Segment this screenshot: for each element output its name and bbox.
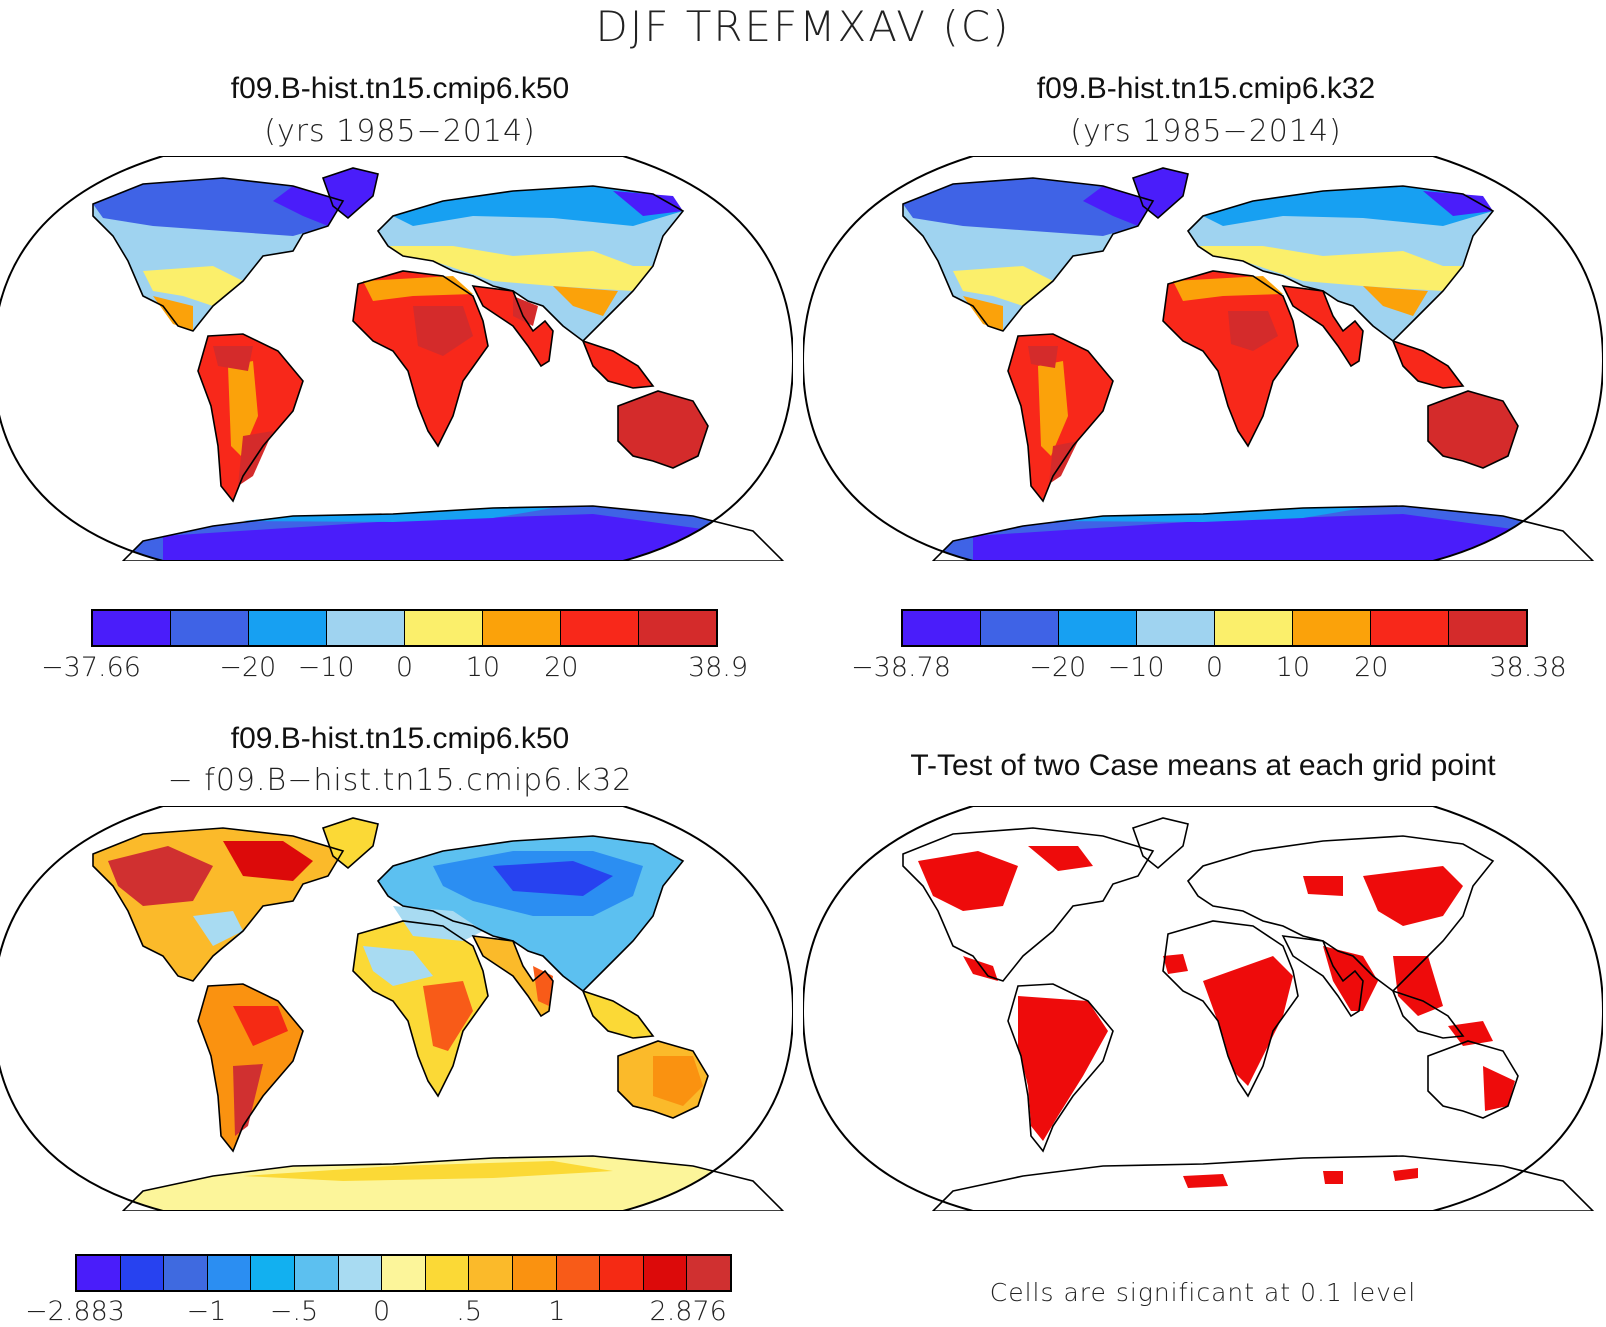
- colorbar-tick-label: −20: [1029, 652, 1087, 683]
- colorbar-cell: [425, 1256, 470, 1290]
- colorbar-cell: [1059, 611, 1137, 645]
- colorbar-top-left: [91, 609, 718, 647]
- map-bottom-left: [0, 806, 793, 1211]
- colorbar-tick-label: 10: [1275, 652, 1311, 683]
- significance-footnote: Cells are significant at 0.1 level: [989, 1278, 1417, 1307]
- map-bottom-right: [803, 806, 1603, 1211]
- colorbar-cell: [171, 611, 249, 645]
- panel-title-bottom-left: f09.B-hist.tn15.cmip6.k50: [230, 722, 570, 755]
- colorbar-tick-label: 10: [465, 652, 501, 683]
- colorbar-tick-label: −38.78: [851, 652, 951, 683]
- colorbar-cell: [561, 611, 639, 645]
- colorbar-tick-label: 0: [373, 1296, 391, 1327]
- colorbar-tick-label: 38.38: [1489, 652, 1567, 683]
- colorbar-cell: [251, 1256, 295, 1290]
- panel-subtitle-top-left: (yrs 1985−2014): [264, 114, 536, 149]
- colorbar-cell: [405, 611, 483, 645]
- colorbar-cell: [249, 611, 327, 645]
- colorbar-cell: [469, 1256, 513, 1290]
- colorbar-cell: [981, 611, 1059, 645]
- colorbar-tick-label: −10: [297, 652, 355, 683]
- colorbar-bottom-left: [75, 1254, 732, 1292]
- colorbar-ticks-top-left: −37.66 −20 −10 0 10 20 38.9: [41, 652, 748, 684]
- colorbar-cell: [1449, 611, 1526, 645]
- panel-title-bottom-right: T-Test of two Case means at each grid po…: [910, 749, 1496, 782]
- colorbar-tick-label: −.5: [269, 1296, 319, 1327]
- colorbar-cell: [1137, 611, 1215, 645]
- colorbar-cell: [207, 1256, 252, 1290]
- colorbar-tick-label: −1: [186, 1296, 227, 1327]
- panel-subtitle-top-right: (yrs 1985−2014): [1070, 114, 1342, 149]
- colorbar-tick-label: −20: [219, 652, 277, 683]
- colorbar-ticks-bottom-left: −2.883 −1 −.5 0 .5 1 2.876: [25, 1296, 732, 1327]
- colorbar-tick-label: 0: [1205, 652, 1224, 683]
- colorbar-cell: [93, 611, 171, 645]
- colorbar-cell: [600, 1256, 644, 1290]
- colorbar-cell: [556, 1256, 601, 1290]
- colorbar-tick-label: 1: [548, 1296, 566, 1327]
- colorbar-cell: [338, 1256, 383, 1290]
- map-top-right: [803, 156, 1603, 561]
- colorbar-cell: [1371, 611, 1449, 645]
- colorbar-tick-label: −2.883: [25, 1296, 125, 1327]
- colorbar-cell: [687, 1256, 730, 1290]
- colorbar-cell: [903, 611, 981, 645]
- colorbar-tick-label: 0: [395, 652, 414, 683]
- colorbar-cell: [1293, 611, 1371, 645]
- colorbar-tick-label: 20: [544, 652, 579, 683]
- colorbar-ticks-top-right: −38.78 −20 −10 0 10 20 38.38: [851, 652, 1567, 684]
- colorbar-tick-label: 2.876: [649, 1296, 727, 1327]
- panel-title-top-right: f09.B-hist.tn15.cmip6.k32: [1036, 72, 1376, 105]
- colorbar-cell: [512, 1256, 557, 1290]
- panel-subtitle-bottom-left: − f09.B−hist.tn15.cmip6.k32: [167, 763, 633, 798]
- colorbar-cell: [327, 611, 405, 645]
- colorbar-cell: [1215, 611, 1293, 645]
- map-top-left: [0, 156, 793, 561]
- colorbar-cell: [294, 1256, 339, 1290]
- colorbar-tick-label: 38.9: [687, 652, 749, 683]
- colorbar-tick-label: .5: [456, 1296, 483, 1327]
- page-title: DJF TREFMXAV (C): [595, 2, 1011, 51]
- colorbar-tick-label: −37.66: [41, 652, 141, 683]
- colorbar-cell: [164, 1256, 208, 1290]
- colorbar-cell: [382, 1256, 426, 1290]
- colorbar-tick-label: 20: [1354, 652, 1389, 683]
- colorbar-cell: [643, 1256, 688, 1290]
- colorbar-cell: [120, 1256, 165, 1290]
- colorbar-cell: [77, 1256, 121, 1290]
- colorbar-cell: [639, 611, 716, 645]
- panel-title-top-left: f09.B-hist.tn15.cmip6.k50: [230, 72, 570, 105]
- colorbar-cell: [483, 611, 561, 645]
- colorbar-tick-label: −10: [1107, 652, 1165, 683]
- colorbar-top-right: [901, 609, 1528, 647]
